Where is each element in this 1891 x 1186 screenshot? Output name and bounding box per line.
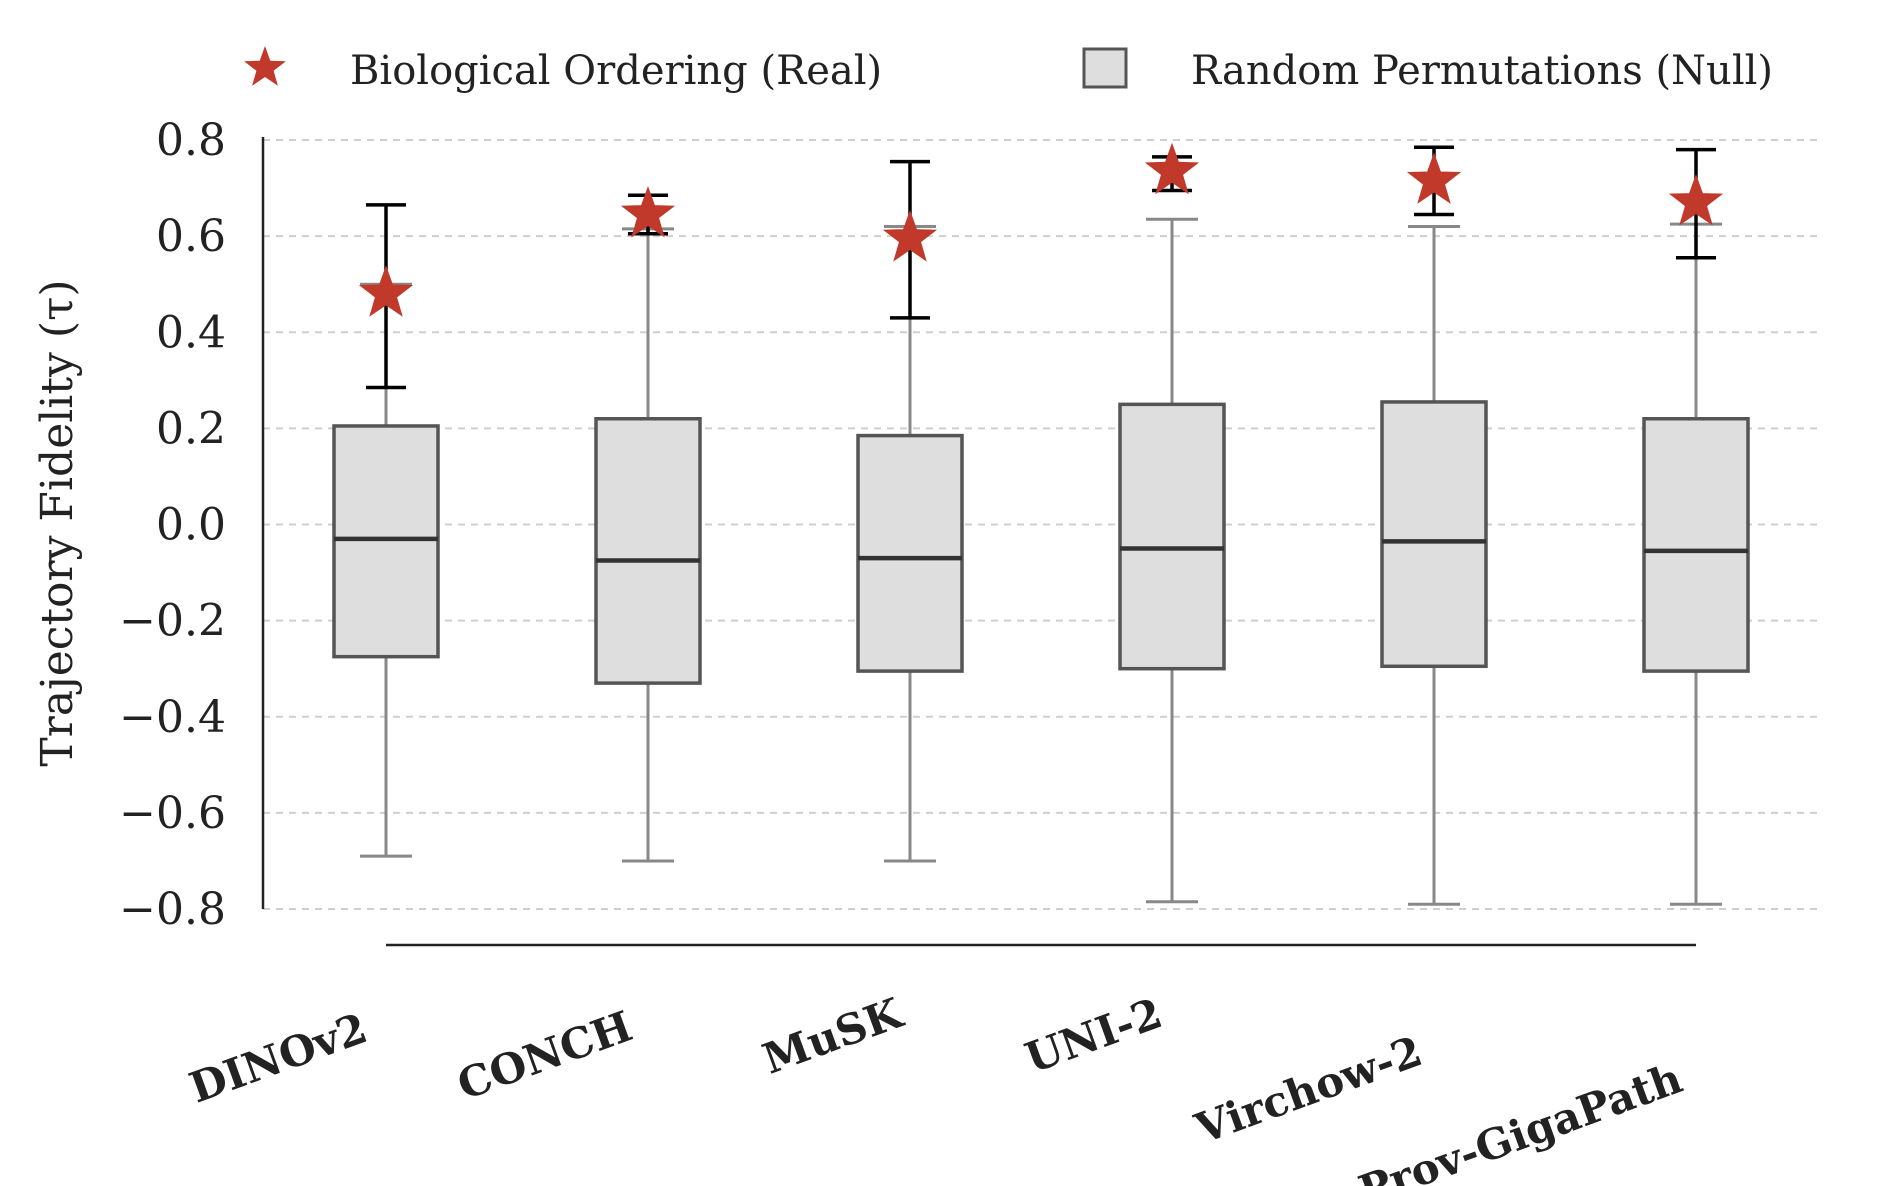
legend-box-icon [1082,47,1128,89]
x-tick-label: Virchow-2 [1188,1026,1428,1153]
y-axis-label: Trajectory Fidelity (τ) [32,279,83,766]
y-tick-label: 0.2 [156,403,226,454]
y-tick-labels: 0.8 0.6 0.4 0.2 0.0 −0.2 −0.4 −0.6 −0.8 [119,115,226,935]
y-tick-label: −0.8 [119,884,226,935]
real-star-marker [620,186,676,238]
y-tick-label: −0.2 [119,596,226,647]
real-star-marker [358,265,414,317]
box-iqr [1642,417,1750,673]
box-iqr [856,433,964,673]
y-tick-label: 0.4 [156,307,226,358]
box-iqr [1118,402,1226,671]
real-star-marker [1668,174,1724,226]
legend: Biological Ordering (Real) Random Permut… [244,46,1773,94]
y-tick-label: −0.6 [119,788,226,839]
real-star-marker [1144,142,1200,195]
legend-label-real: Biological Ordering (Real) [350,48,882,94]
box-plots [332,217,1750,906]
legend-star-icon [244,46,286,86]
box-iqr [594,417,702,685]
y-tick-label: 0.6 [156,211,226,262]
y-tick-label: −0.4 [119,692,226,743]
x-tick-label: CONCH [451,1001,638,1109]
box-iqr [1380,400,1488,669]
axes [261,137,1696,947]
y-tick-label: 0.0 [156,500,226,551]
x-tick-label: MuSK [756,988,909,1084]
y-tick-label: 0.8 [156,115,226,166]
error-bars [366,145,1716,390]
real-star-marker [882,210,938,262]
box-iqr [332,424,440,659]
gridlines [263,139,1820,910]
x-tick-labels: DINOv2 CONCH MuSK UNI-2 Virchow-2Prov-GigaPa… [183,988,1688,1186]
real-star-marker [1406,152,1462,204]
legend-label-null: Random Permutations (Null) [1191,48,1773,94]
x-tick-label: UNI-2 [1019,988,1169,1082]
real-markers [358,142,1724,317]
x-tick-label: DINOv2 [183,1003,373,1112]
